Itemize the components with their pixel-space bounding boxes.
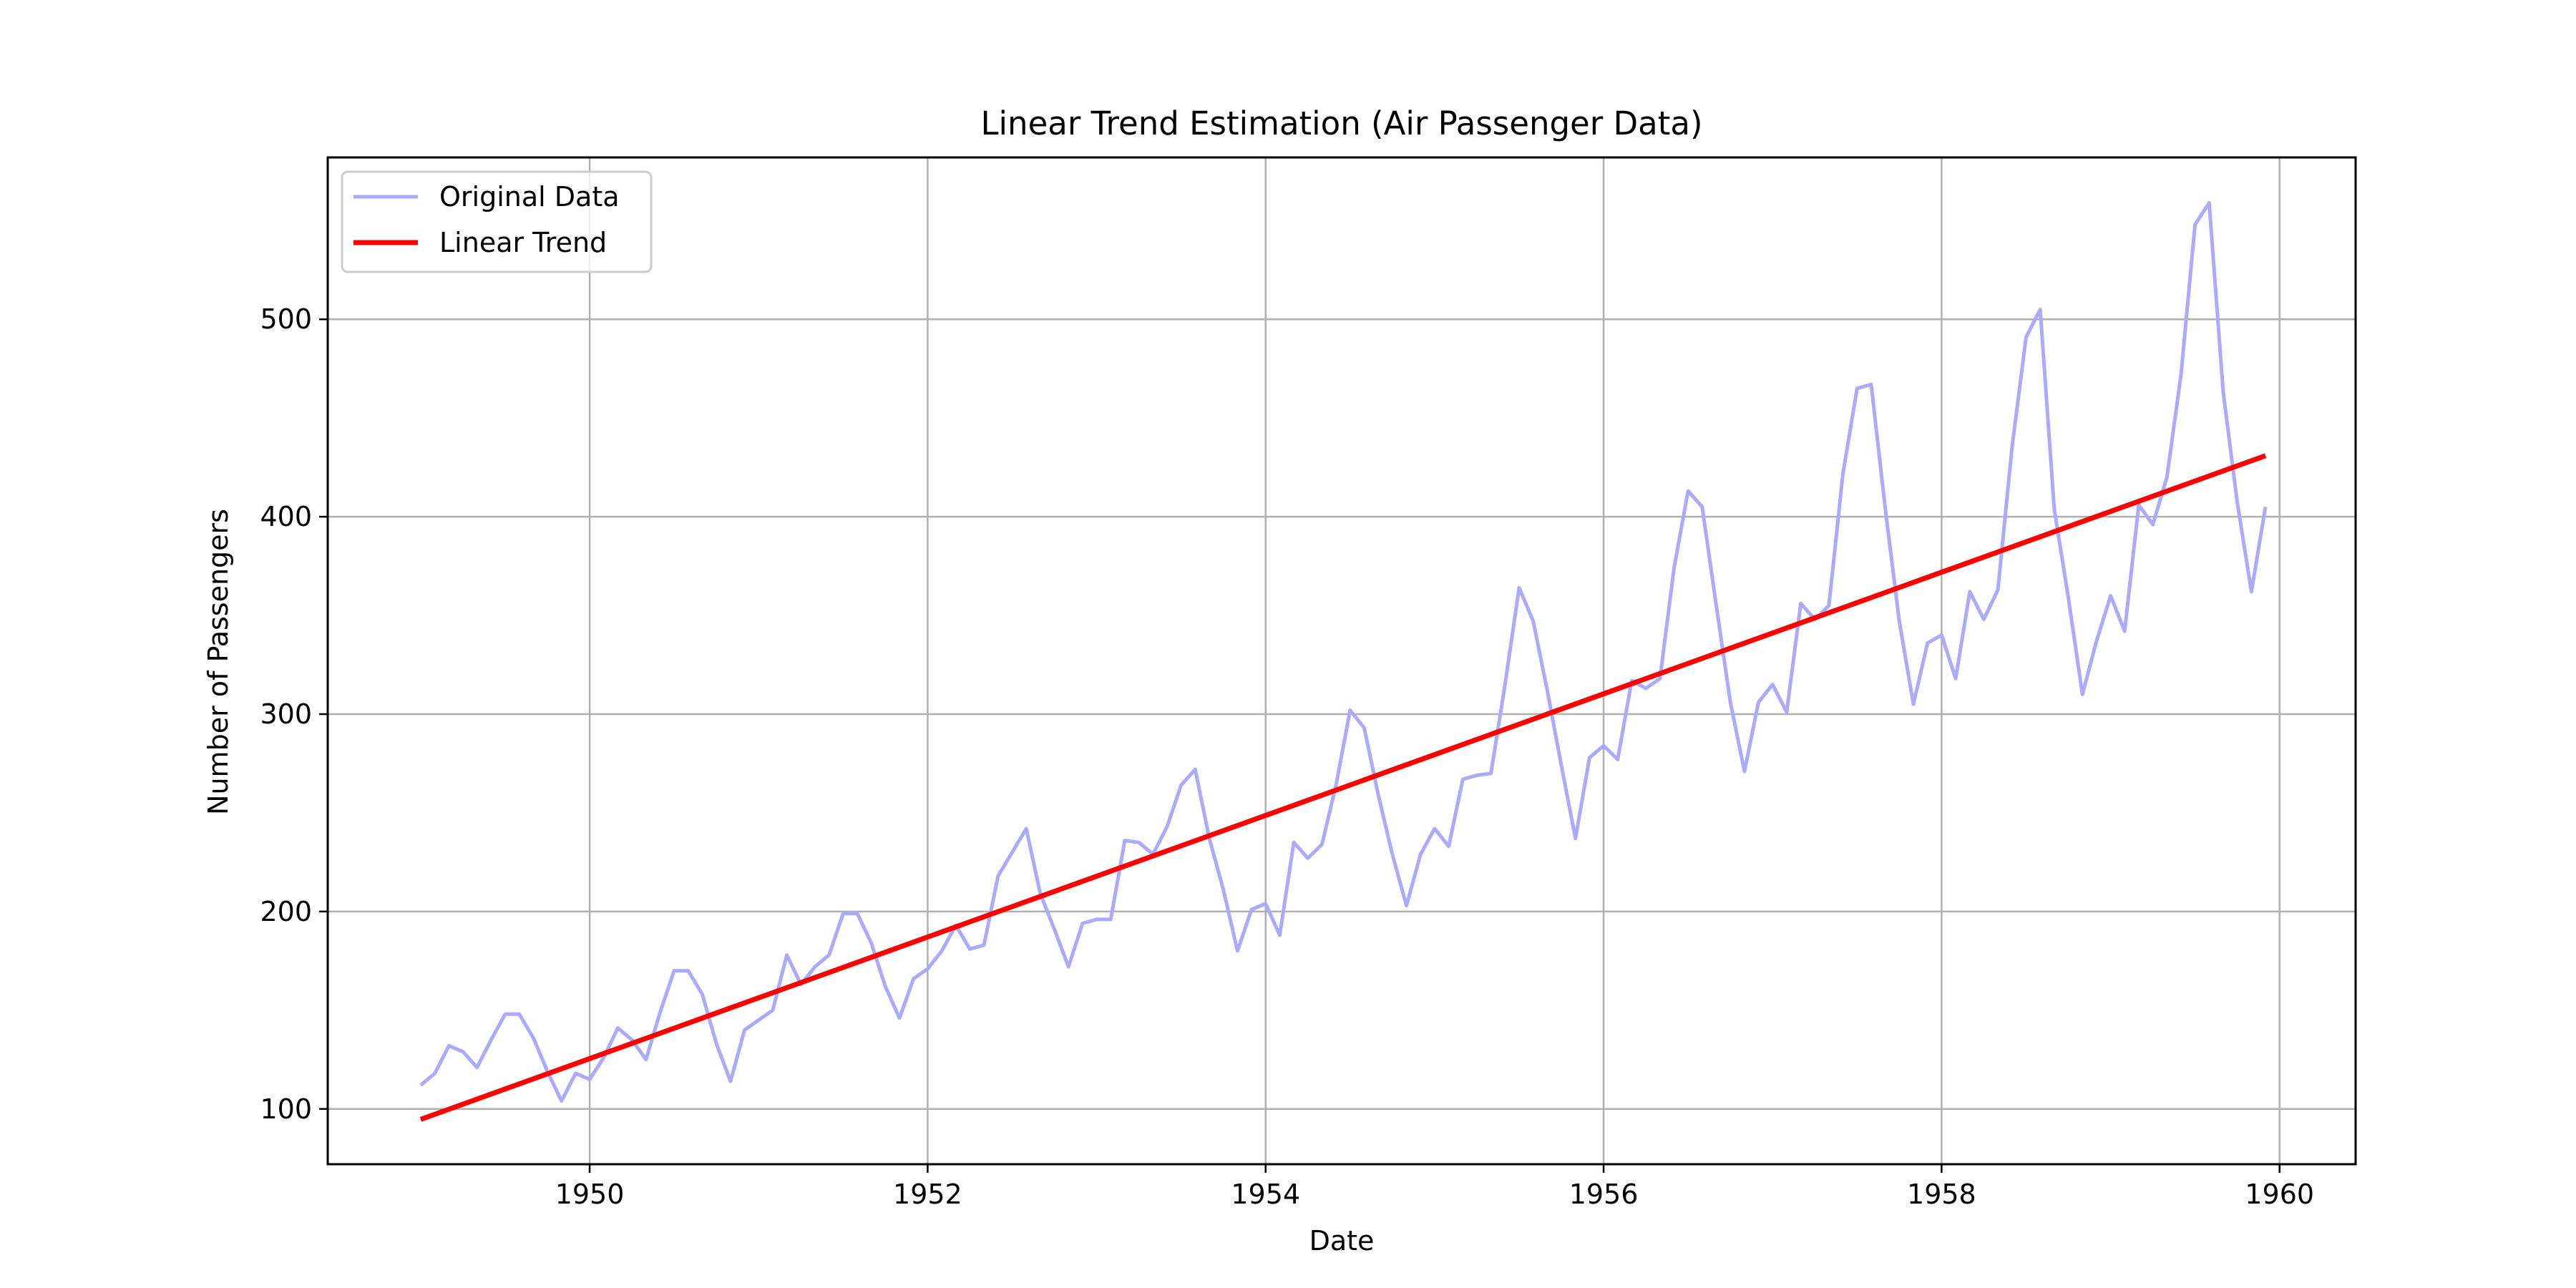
- x-tick-label: 1950: [555, 1179, 625, 1210]
- legend: Original Data Linear Trend: [341, 170, 653, 273]
- axes: 1950 1952 1954 1956 1958 1960 100 200 300 400 500: [260, 303, 2314, 1210]
- x-tick-label: 1960: [2245, 1179, 2314, 1210]
- legend-box: [341, 170, 653, 273]
- y-tick-label: 500: [260, 303, 312, 335]
- y-tick-label: 400: [260, 501, 312, 532]
- series-line-original-data: [419, 201, 2268, 1103]
- x-tick-label: 1958: [1907, 1179, 1976, 1210]
- y-tick-label: 100: [260, 1093, 312, 1125]
- x-tick-label: 1954: [1231, 1179, 1300, 1210]
- y-tick-label: 200: [260, 896, 312, 927]
- y-tick-label: 300: [260, 698, 312, 730]
- legend-label-original-data: Original Data: [439, 181, 620, 213]
- y-axis-label: Number of Passengers: [203, 509, 234, 815]
- plot-frame: [326, 156, 2357, 1166]
- grid: [328, 157, 2356, 1164]
- chart-title: Linear Trend Estimation (Air Passenger D…: [980, 104, 1702, 142]
- x-tick-label: 1956: [1569, 1179, 1639, 1210]
- legend-label-linear-trend: Linear Trend: [439, 227, 607, 258]
- x-tick-label: 1952: [893, 1179, 962, 1210]
- series-layer: [419, 201, 2268, 1122]
- x-axis-label: Date: [1309, 1225, 1375, 1257]
- series-line-linear-trend: [419, 453, 2267, 1122]
